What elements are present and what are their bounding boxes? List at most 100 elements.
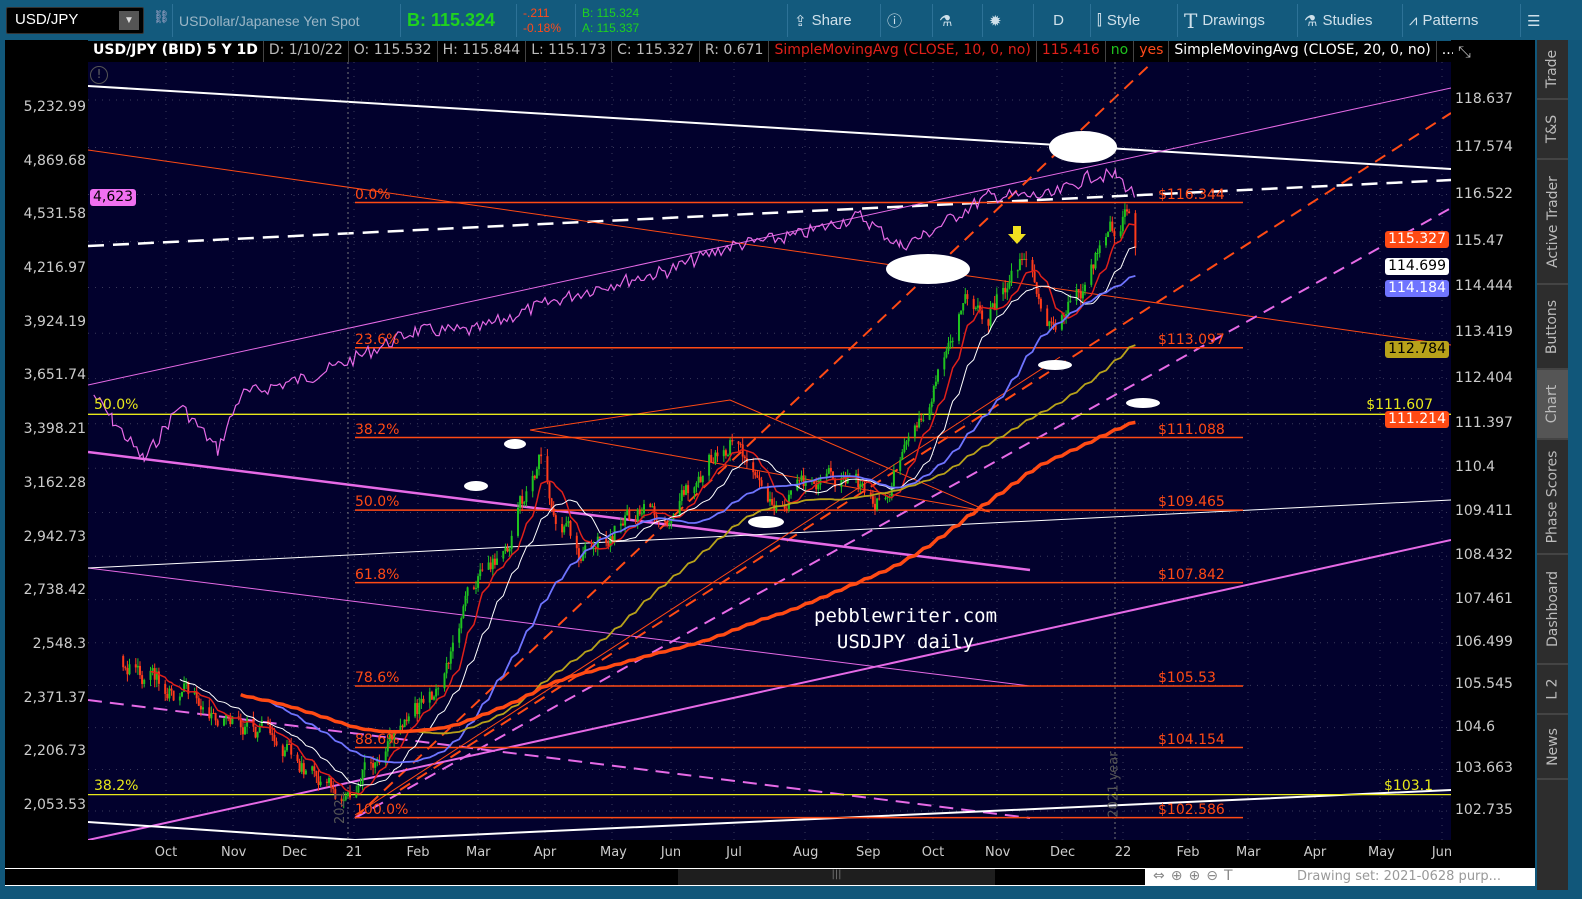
candle (538, 454, 540, 470)
candle (624, 515, 627, 526)
trendline-white-dashed (88, 178, 1451, 248)
candle (640, 513, 643, 515)
sidebar-tab-l-2[interactable]: L 2 (1537, 665, 1568, 715)
candle (714, 452, 717, 464)
drawings-button[interactable]: T Drawings (1177, 4, 1271, 37)
text-icon[interactable]: T (1223, 868, 1239, 884)
trendline-red-dashed-2 (399, 112, 1451, 791)
link-icon[interactable]: ⛓ (153, 9, 170, 24)
candle (842, 476, 845, 478)
year-marker-2021-year: 2021 year (1106, 751, 1122, 818)
drawing-set-selector[interactable]: Drawing set: 2021-0628 purp... (1297, 869, 1502, 884)
candle (1084, 284, 1086, 292)
trendline-white (88, 85, 1451, 170)
chevron-down-icon[interactable]: ▼ (119, 11, 139, 30)
sidebar-tab-buttons[interactable]: Buttons (1537, 285, 1568, 370)
candle (197, 698, 200, 706)
candle (592, 547, 595, 550)
sma-10-line (150, 223, 1136, 795)
candle (304, 770, 307, 775)
candle (991, 303, 994, 308)
share-button[interactable]: ⇪ Share (787, 4, 858, 37)
sidebar-tab-phase-scores[interactable]: Phase Scores (1537, 440, 1568, 555)
candle (937, 369, 939, 382)
spx-price-tag: 4,623 (90, 189, 137, 206)
crosshair-icon[interactable]: ⊕ (1170, 868, 1189, 884)
right-axis[interactable]: 118.637 117.574 116.522 115.47 114.444 113.41… (1451, 40, 1535, 868)
right-axis-tick: 111.397 (1455, 414, 1513, 431)
left-axis-tick: 5,232.99 (23, 99, 86, 115)
flask-button[interactable]: ⚗ (932, 4, 958, 37)
candle (727, 454, 729, 456)
gear-icon: ✹ (989, 12, 1002, 30)
time-axis-tick: Dec (282, 845, 308, 860)
candle (798, 479, 801, 481)
candle (437, 688, 440, 690)
settings-button[interactable]: ✹ (982, 4, 1008, 37)
candle (466, 587, 469, 596)
candle (246, 718, 249, 727)
zoom-out-icon[interactable]: ⊖ (1206, 868, 1224, 884)
sidebar-tab-news[interactable]: News (1537, 715, 1568, 780)
study-sma10-label[interactable]: SimpleMovingAvg (CLOSE, 10, 0, no) (769, 41, 1037, 62)
grid (88, 62, 1451, 840)
price-tag: 114.184 (1385, 280, 1449, 297)
collapse-studies-icon[interactable]: ⤡ (1458, 42, 1471, 61)
time-axis[interactable]: Oct Nov Dec 21 Feb Mar Apr May Jun Jul Aug Sep Oct No… (5, 840, 1535, 868)
candle (502, 550, 505, 559)
studies-button[interactable]: ⚗ Studies (1297, 4, 1379, 37)
candle (699, 476, 702, 483)
candle (1113, 230, 1116, 237)
pan-icon[interactable]: ⇔ (1153, 868, 1171, 884)
candle (643, 504, 645, 514)
fibonacci-retracement[interactable] (88, 201, 1451, 819)
candle (666, 521, 669, 526)
trendline-red-rising (354, 356, 1061, 816)
candle (401, 725, 404, 728)
candle (754, 472, 757, 476)
alert-icon[interactable]: ! (90, 66, 108, 84)
candle (869, 492, 872, 497)
candle (1033, 271, 1036, 283)
candle (1050, 321, 1053, 323)
symbol-selector[interactable]: USD/JPY ▼ (6, 7, 144, 34)
zoom-in-icon[interactable]: ⊕ (1188, 868, 1207, 884)
candle (1126, 209, 1128, 212)
sidebar-tab-chart[interactable]: Chart (1537, 370, 1568, 440)
annotations (464, 131, 1160, 528)
candle (370, 762, 372, 764)
candle (976, 305, 979, 308)
sidebar-tab-label: Chart (1544, 384, 1561, 424)
sidebar-tab-active-trader[interactable]: Active Trader (1537, 160, 1568, 285)
candle (256, 732, 259, 738)
menu-button[interactable]: ☰ (1520, 4, 1546, 37)
zoom-tools[interactable]: ⇔⊕⊕⊖T (1153, 868, 1239, 884)
period-button[interactable]: D (1033, 4, 1083, 37)
chart-area[interactable]: ! 0.0% $116.344 23.6% $113.097 38.2% $111.088… (88, 62, 1451, 840)
candle (136, 665, 139, 668)
scrollbar-thumb[interactable]: ||| (678, 869, 995, 885)
style-button[interactable]: ⫿ Style (1090, 4, 1146, 37)
info-low: L: 115.173 (526, 41, 613, 62)
right-sidebar: Trade T&S Active Trader Buttons Chart Phase S… (1537, 40, 1568, 890)
fib-level-price: $113.097 (1158, 331, 1225, 348)
drawings-label: Drawings (1202, 12, 1265, 29)
candle (126, 668, 129, 675)
candle (771, 498, 774, 505)
candle (460, 618, 463, 629)
study-sma20-label[interactable]: SimpleMovingAvg (CLOSE, 20, 0, no) (1169, 41, 1437, 62)
study-more[interactable]: ... (1437, 41, 1453, 62)
candle (783, 505, 786, 509)
patterns-button[interactable]: ⩘ Patterns (1402, 4, 1484, 37)
time-axis-tick: Apr (1303, 845, 1327, 860)
candle (1107, 231, 1110, 238)
sidebar-tab-t-s[interactable]: T&S (1537, 100, 1568, 160)
yellow-arrow-icon (1008, 226, 1026, 244)
sidebar-tab-dashboard[interactable]: Dashboard (1537, 555, 1568, 665)
sidebar-tab-trade[interactable]: Trade (1537, 40, 1568, 100)
candle (416, 703, 419, 715)
candle (729, 440, 732, 455)
info-button[interactable]: ⓘ (880, 4, 908, 37)
candle (546, 456, 549, 483)
candle (229, 715, 232, 725)
